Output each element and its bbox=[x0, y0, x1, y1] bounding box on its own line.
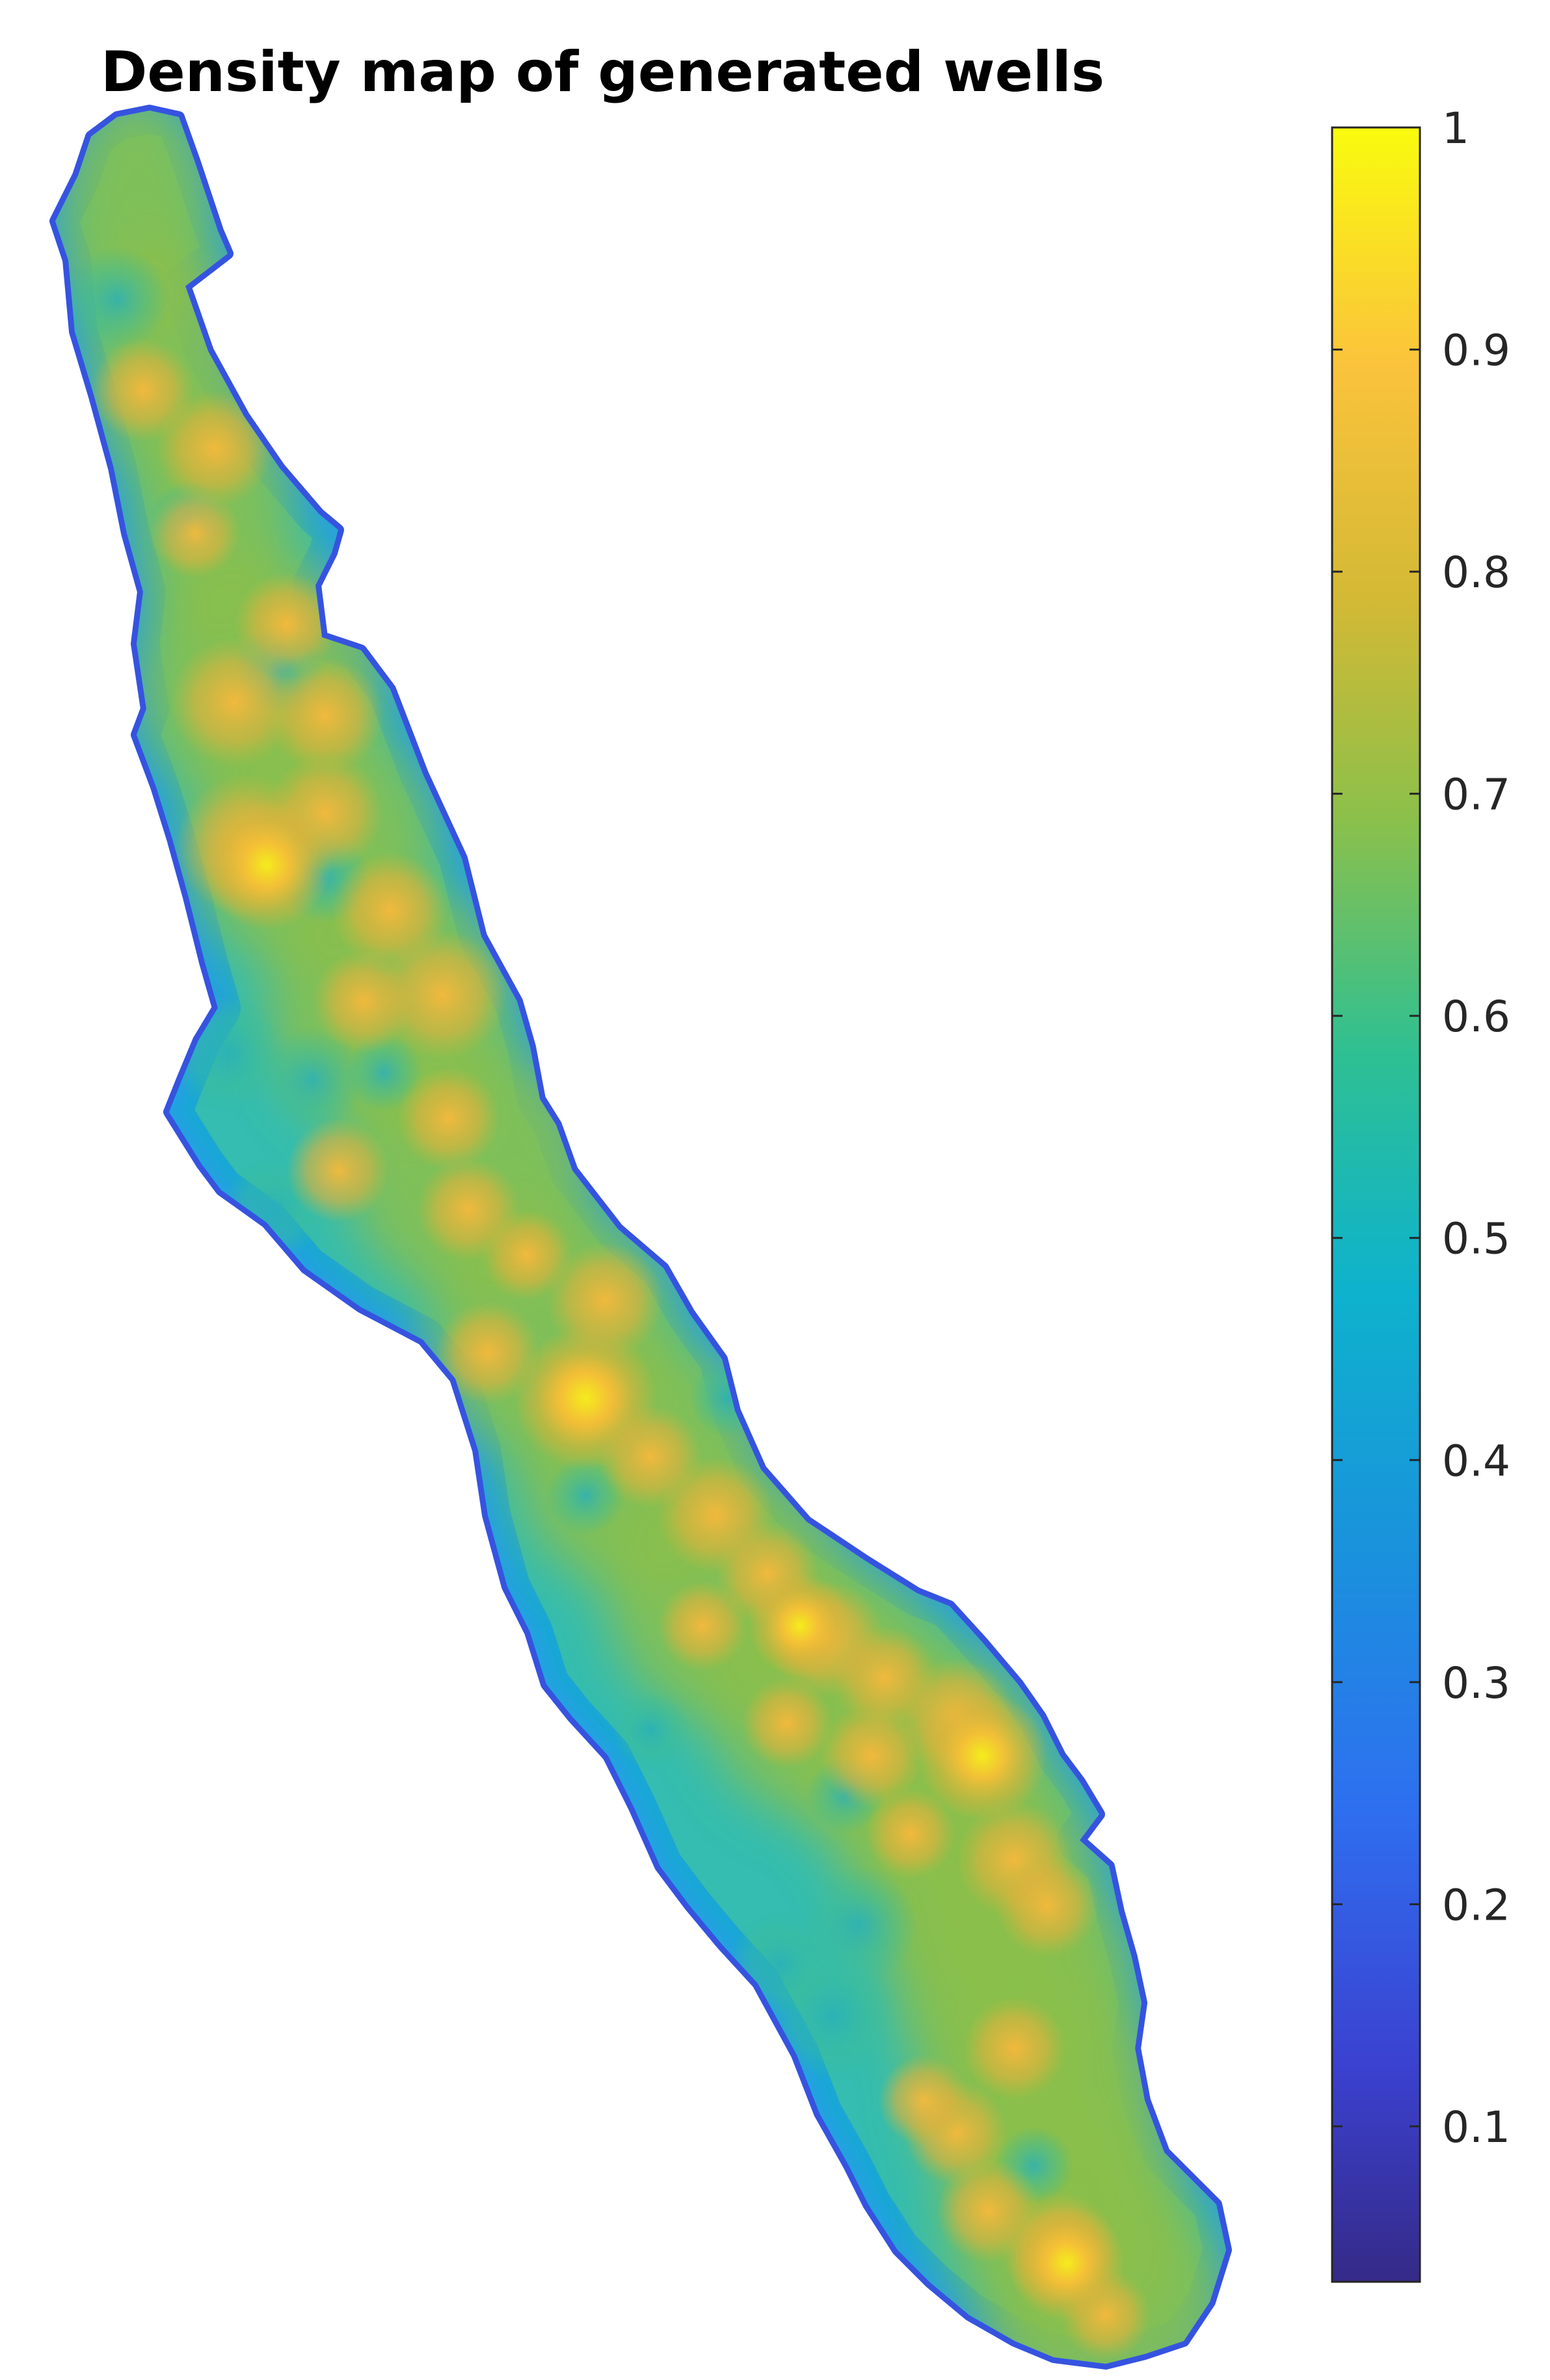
colorbar-tick-label: 0.8 bbox=[1442, 548, 1510, 598]
colorbar-tick-label: 0.3 bbox=[1442, 1658, 1510, 1708]
colorbar-tick-label: 0.9 bbox=[1442, 326, 1510, 376]
high-density-spot bbox=[657, 1580, 748, 1671]
high-density-spot bbox=[397, 1066, 501, 1170]
colorbar-tick-label: 0.7 bbox=[1442, 770, 1510, 820]
low-density-spot bbox=[65, 247, 169, 351]
high-density-spot bbox=[312, 949, 416, 1053]
chart-title: Density map of generated wells bbox=[101, 40, 1104, 105]
colorbar-tick-label: 0.2 bbox=[1442, 1880, 1510, 1930]
high-density-spot bbox=[377, 930, 507, 1060]
high-density-spot bbox=[156, 390, 273, 507]
high-density-spot bbox=[742, 1678, 833, 1769]
peak-density-spot bbox=[202, 800, 332, 930]
high-density-spot bbox=[820, 1704, 924, 1808]
colorbar-tick-label: 0.6 bbox=[1442, 992, 1510, 1042]
high-density-spot bbox=[286, 1118, 390, 1223]
low-density-spot bbox=[728, 1912, 833, 2016]
low-density-spot bbox=[260, 1027, 364, 1131]
high-density-spot bbox=[150, 488, 241, 579]
density-hotspots bbox=[65, 247, 1151, 2360]
high-density-spot bbox=[267, 657, 384, 774]
heatmap-area bbox=[55, 85, 1229, 2380]
peak-density-spot bbox=[748, 1574, 852, 1678]
colorbar-gradient bbox=[1331, 126, 1421, 2283]
colorbar: 1 0.9 0.8 0.7 0.6 0.5 0.4 0.3 0.2 0.1 bbox=[1331, 103, 1510, 2283]
high-density-spot bbox=[481, 1210, 572, 1301]
colorbar-tick-label: 0.4 bbox=[1442, 1436, 1510, 1486]
peak-density-spot bbox=[1008, 2204, 1125, 2321]
colorbar-tick-label: 0.5 bbox=[1442, 1214, 1510, 1264]
colorbar-tick-label: 1 bbox=[1442, 103, 1469, 153]
high-density-spot bbox=[963, 1996, 1067, 2100]
high-density-spot bbox=[169, 637, 299, 767]
colorbar-tick-label: 0.1 bbox=[1442, 2102, 1510, 2152]
high-density-spot bbox=[436, 1301, 540, 1405]
high-density-spot bbox=[865, 1788, 956, 1879]
high-density-spot bbox=[995, 1853, 1099, 1957]
peak-density-spot bbox=[514, 1327, 657, 1470]
colorbar-ticks: 1 0.9 0.8 0.7 0.6 0.5 0.4 0.3 0.2 0.1 bbox=[1332, 103, 1510, 2152]
high-density-spot bbox=[878, 2055, 969, 2146]
low-density-spot bbox=[611, 1691, 689, 1769]
peak-density-spot bbox=[917, 1691, 1047, 1821]
